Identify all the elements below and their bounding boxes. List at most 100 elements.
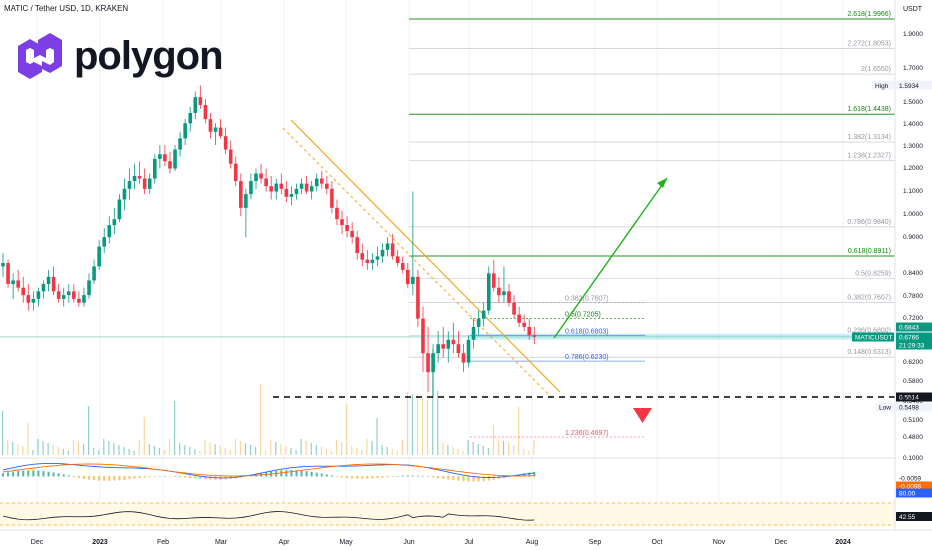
price-tick-label: 0.5800 bbox=[903, 378, 923, 385]
candle-body bbox=[168, 161, 172, 169]
time-tick-label: Nov bbox=[713, 539, 726, 546]
macd-histogram-bar bbox=[184, 476, 187, 478]
macd-histogram-bar bbox=[194, 476, 197, 479]
volume-bar bbox=[22, 446, 24, 455]
volume-bar bbox=[270, 440, 272, 455]
candle-body bbox=[492, 273, 496, 288]
price-tick-label: 0.7800 bbox=[903, 293, 923, 300]
candle-body bbox=[142, 178, 147, 189]
bullish-arrow-head bbox=[657, 178, 667, 188]
macd-tag-value: -0.0098 bbox=[899, 484, 921, 491]
price-tick-label: 0.8400 bbox=[903, 270, 923, 277]
candle-body bbox=[208, 119, 213, 132]
volume-bar bbox=[153, 446, 155, 455]
candlesticks bbox=[1, 85, 537, 398]
volume-bar bbox=[285, 446, 287, 455]
price-tag-bg bbox=[896, 322, 932, 332]
candle-body bbox=[522, 322, 526, 327]
price-tag-value: 0.6843 bbox=[899, 325, 919, 332]
candle-body bbox=[56, 291, 61, 299]
polygon-logo-icon bbox=[18, 33, 62, 79]
candle-body bbox=[264, 178, 268, 187]
candle-body bbox=[370, 259, 375, 264]
candle-body bbox=[36, 291, 41, 299]
volume-bar bbox=[330, 451, 333, 455]
candle-body bbox=[476, 318, 481, 327]
price-tag-bg bbox=[896, 392, 932, 402]
macd-histogram-bar bbox=[452, 476, 455, 481]
macd-histogram-bar bbox=[376, 476, 379, 479]
price-tick-label: 0.1000 bbox=[903, 455, 923, 462]
fib-level-label: 0.236(0.6800) bbox=[847, 327, 891, 334]
candle-body bbox=[461, 353, 466, 363]
candle-body bbox=[319, 178, 324, 184]
candle-body bbox=[31, 298, 36, 303]
candle-body bbox=[41, 284, 46, 292]
macd-histogram-bar bbox=[411, 475, 414, 477]
candle-body bbox=[147, 178, 152, 189]
macd-histogram-bar bbox=[346, 476, 349, 479]
macd-histogram-bar bbox=[98, 476, 101, 481]
candle-body bbox=[385, 243, 390, 250]
macd-histogram-bar bbox=[285, 470, 288, 477]
candle-body bbox=[107, 225, 112, 238]
price-tag-name-bg bbox=[876, 402, 894, 412]
volume-bar bbox=[300, 439, 302, 455]
time-tick-label: May bbox=[339, 539, 353, 546]
volume-bar bbox=[427, 400, 429, 455]
candle-body bbox=[502, 291, 506, 296]
volume-bar bbox=[386, 447, 388, 455]
price-tag-value: 0.6766 bbox=[899, 335, 919, 342]
price-tick-label: 1.0000 bbox=[903, 211, 923, 218]
descending-channel bbox=[282, 119, 561, 399]
volume-bar bbox=[239, 441, 242, 455]
volume-bar bbox=[37, 439, 39, 455]
candle-body bbox=[426, 353, 430, 373]
volume-bar bbox=[265, 451, 267, 455]
time-tick-label: Sep bbox=[589, 539, 602, 546]
candle-body bbox=[451, 339, 456, 345]
polygon-logo: polygon bbox=[14, 32, 224, 80]
price-tick-label: 1.9000 bbox=[903, 31, 923, 38]
volume-bar bbox=[416, 396, 419, 455]
macd-histogram-bar bbox=[128, 476, 131, 480]
volume-bar bbox=[118, 445, 120, 455]
volume-bar bbox=[113, 443, 115, 455]
volume-bar bbox=[2, 411, 4, 455]
candle-body bbox=[395, 256, 400, 264]
candle-body bbox=[183, 123, 187, 139]
price-tick-label: 0.6200 bbox=[903, 359, 923, 366]
volume-bar bbox=[533, 440, 535, 455]
macd-histogram-bar bbox=[47, 471, 50, 477]
symbol-title: MATIC / Tether USD, 1D, KRAKEN bbox=[4, 4, 129, 13]
candle-body bbox=[390, 243, 395, 257]
price-tick-label: 1.1000 bbox=[903, 188, 923, 195]
candle-body bbox=[6, 263, 10, 285]
candle-body bbox=[411, 276, 415, 285]
candle-body bbox=[486, 273, 491, 311]
volume-bar bbox=[108, 441, 110, 455]
currency-label: USDT bbox=[903, 6, 923, 13]
candle-body bbox=[213, 127, 218, 132]
volume-bar bbox=[148, 444, 150, 455]
volume-bar bbox=[406, 392, 408, 455]
volume-bar bbox=[513, 445, 515, 455]
volume-bar bbox=[67, 451, 69, 455]
macd-histogram-bar bbox=[447, 476, 450, 480]
macd-histogram-bar bbox=[57, 473, 60, 477]
volume-bar bbox=[229, 450, 231, 455]
candle-body bbox=[203, 104, 208, 120]
time-tick-label: Oct bbox=[652, 539, 663, 546]
macd-histogram-bar bbox=[310, 471, 313, 477]
macd-histogram-bar bbox=[381, 476, 384, 478]
volume-bar bbox=[138, 440, 140, 455]
candle-body bbox=[16, 280, 20, 288]
volume-bar bbox=[341, 442, 343, 455]
time-tick-label: Mar bbox=[215, 539, 228, 546]
candle-body bbox=[1, 263, 5, 267]
macd-histogram-bar bbox=[320, 473, 323, 477]
candle-body bbox=[249, 181, 253, 195]
candle-body bbox=[380, 249, 385, 257]
candle-body bbox=[335, 207, 339, 220]
